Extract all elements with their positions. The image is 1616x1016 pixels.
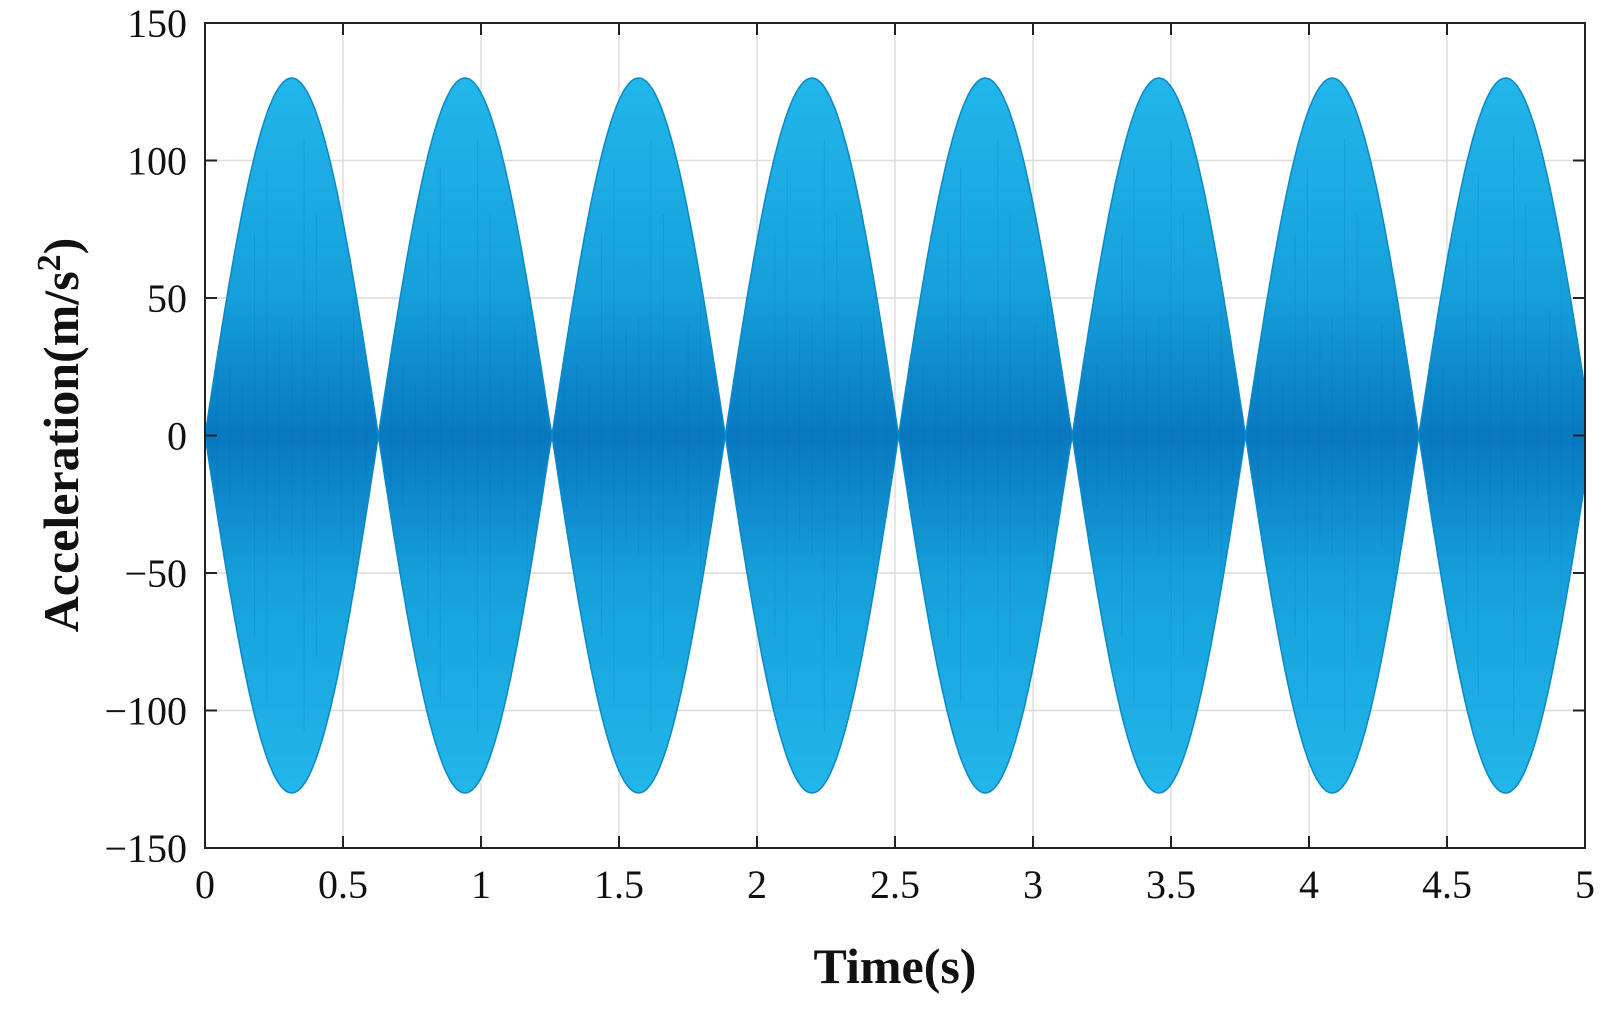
x-tick-label: 1 xyxy=(471,862,491,907)
y-tick-label: 100 xyxy=(127,139,187,184)
y-tick-label: −100 xyxy=(104,689,187,734)
y-axis-title: Acceleration(m/s2) xyxy=(31,238,89,633)
x-axis-tick-labels: 0 0.5 1 1.5 2 2.5 3 3.5 4 4.5 5 xyxy=(195,862,1595,907)
x-tick-label: 1.5 xyxy=(594,862,644,907)
y-axis-tick-labels: 150 100 50 0 −50 −100 −150 xyxy=(104,1,187,871)
x-tick-label: 3 xyxy=(1023,862,1043,907)
signal-texture xyxy=(216,134,1574,737)
y-tick-label: 150 xyxy=(127,1,187,46)
x-tick-label: 0 xyxy=(195,862,215,907)
y-tick-label: −150 xyxy=(104,826,187,871)
y-axis-title-superscript: 2 xyxy=(31,254,68,271)
x-tick-label: 4 xyxy=(1299,862,1319,907)
axis-ticks xyxy=(204,22,1586,849)
x-axis-title: Time(s) xyxy=(814,938,977,994)
plot-area xyxy=(204,77,1586,794)
x-tick-label: 0.5 xyxy=(318,862,368,907)
y-tick-label: 0 xyxy=(167,414,187,459)
y-tick-label: −50 xyxy=(124,551,187,596)
y-tick-label: 50 xyxy=(147,276,187,321)
y-axis-title-main: Acceleration(m/s xyxy=(33,271,89,632)
y-axis-title-close: ) xyxy=(33,238,89,255)
x-tick-label: 5 xyxy=(1575,862,1595,907)
x-tick-label: 3.5 xyxy=(1146,862,1196,907)
x-tick-label: 2.5 xyxy=(870,862,920,907)
x-tick-label: 4.5 xyxy=(1422,862,1472,907)
x-tick-label: 2 xyxy=(747,862,767,907)
